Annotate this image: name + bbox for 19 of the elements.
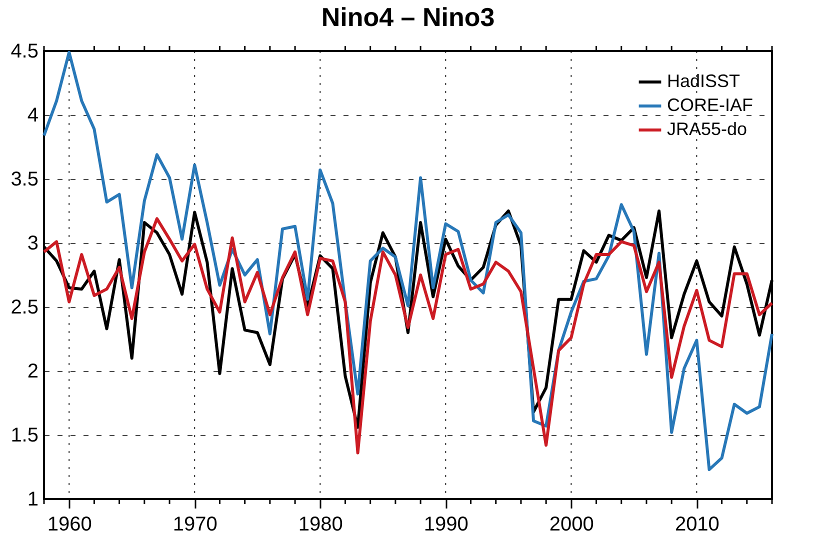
y-tick-label: 4.5 <box>10 40 38 62</box>
y-tick-label: 3 <box>27 232 38 254</box>
line-series <box>42 50 774 472</box>
chart-title: Nino4 – Nino3 <box>321 2 495 32</box>
legend-label: HadISST <box>667 71 740 91</box>
legend-label: JRA55-do <box>667 119 748 139</box>
x-tick-label: 1960 <box>47 514 92 536</box>
y-tick-label: 4 <box>27 104 38 126</box>
x-tick-label: 1970 <box>172 514 218 536</box>
y-tick-label: 2.5 <box>10 296 38 318</box>
y-tick-label: 1.5 <box>10 424 38 446</box>
y-tick-label: 3.5 <box>10 168 38 190</box>
x-tick-label: 1990 <box>424 514 468 536</box>
x-tick-label: 2000 <box>549 514 594 536</box>
legend-label: CORE-IAF <box>667 95 754 115</box>
x-tick-label: 1980 <box>298 514 343 536</box>
y-tick-label: 1 <box>27 488 38 510</box>
y-tick-label: 2 <box>27 360 38 382</box>
x-tick-label: 2010 <box>674 514 720 536</box>
